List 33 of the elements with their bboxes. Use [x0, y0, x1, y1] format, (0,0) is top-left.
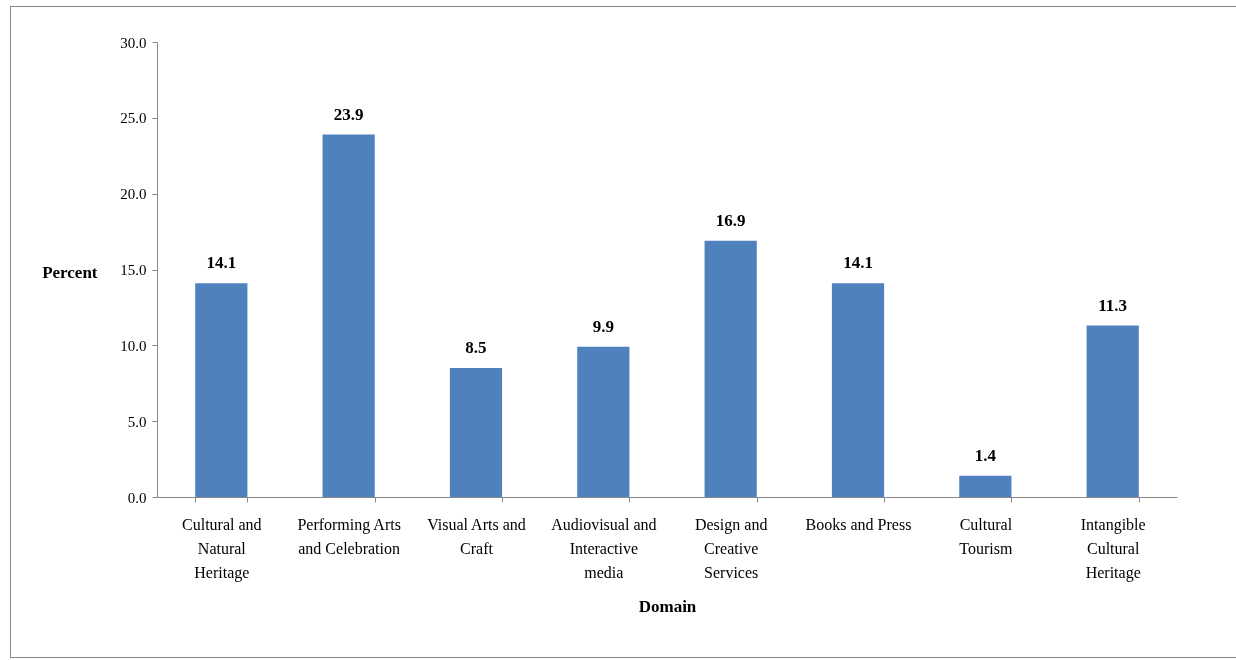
bar — [831, 283, 885, 497]
y-tick-label: 25.0 — [120, 110, 147, 127]
bar — [577, 346, 630, 497]
x-tick-label: Intangible Cultural Heritage — [1080, 515, 1146, 582]
y-tick-label: 30.0 — [120, 34, 147, 51]
x-tick-label: Audiovisual and Interactive media — [551, 515, 657, 581]
data-label: 1.4 — [974, 445, 997, 465]
x-tick-label: Cultural Tourism — [959, 515, 1013, 557]
x-tick-label: Cultural and Natural Heritage — [182, 515, 262, 582]
data-label: 9.9 — [592, 316, 614, 336]
data-label: 14.1 — [843, 253, 873, 273]
y-tick-label: 10.0 — [120, 337, 147, 354]
data-label: 23.9 — [333, 104, 364, 124]
bar — [704, 240, 757, 497]
y-axis-title: Percent — [42, 262, 98, 282]
data-label: 8.5 — [465, 338, 487, 358]
data-label: 14.1 — [206, 253, 237, 273]
y-tick-label: 5.0 — [127, 413, 147, 430]
x-axis-title: Domain — [638, 596, 697, 616]
x-tick-label: Books and Press — [805, 515, 912, 533]
x-tick-label: Performing Arts and Celebration — [297, 515, 401, 557]
x-tick-label: Design and Creative Services — [694, 515, 768, 581]
x-tick-label: Visual Arts and Craft — [427, 515, 526, 557]
bar — [322, 134, 375, 497]
bar — [449, 368, 503, 497]
bar — [195, 283, 248, 497]
y-tick-label: 15.0 — [120, 262, 147, 278]
y-tick-label: 20.0 — [120, 186, 147, 203]
data-label: 11.3 — [1098, 295, 1128, 315]
y-tick-label: 0.0 — [127, 489, 147, 506]
data-label: 16.9 — [715, 210, 746, 230]
bar — [959, 475, 1012, 497]
bar — [1086, 325, 1139, 497]
